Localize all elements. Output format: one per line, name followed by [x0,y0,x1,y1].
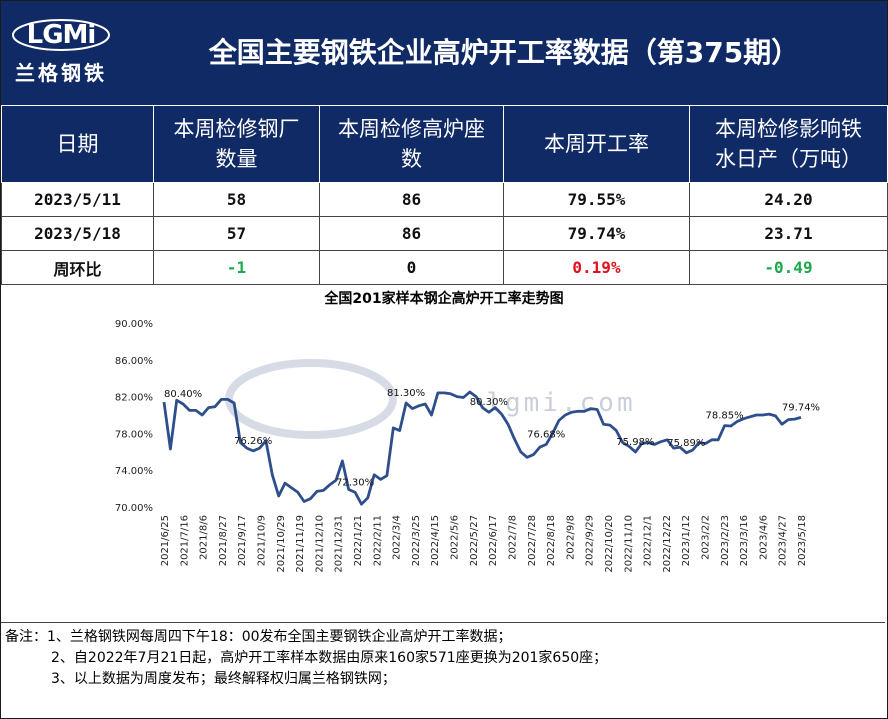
x-tick-label: 2021/10/9 [257,515,268,566]
note-line-3: 3、以上数据为周度发布；最终解释权归属兰格钢铁网； [51,671,396,687]
table-header-row: 日期 本周检修钢厂 数量 本周检修高炉座数 本周开工率 本周检修影响铁 水日产（万吨… [1,105,888,183]
data-label: 76.26% [234,436,272,447]
x-tick-label: 2021/8/27 [218,515,229,566]
table-cell: 79.74% [503,216,690,251]
x-tick-label: 2022/12/1 [643,515,654,566]
table-cell: 86 [319,182,504,217]
table-cell-change-positive: 0.19% [503,250,690,285]
x-tick-label: 2022/1/21 [353,515,364,566]
x-tick-label: 2021/9/17 [237,515,248,566]
x-tick-label: 2022/12/22 [662,515,673,573]
lgmi-logo: LGMi 兰格钢铁 [11,15,111,95]
x-tick-label: 2022/7/28 [527,515,538,566]
table-cell-change-negative: -0.49 [689,250,888,285]
x-tick-label: 2022/9/29 [585,515,596,566]
notes-section: 备注：1、兰格钢铁网每周四下午18：00发布全国主要钢铁企业高炉开工率数据； 2… [1,622,885,719]
x-tick-label: 2022/9/8 [565,515,576,560]
data-label: 78.85% [705,411,743,422]
x-tick-label: 2022/3/25 [411,515,422,566]
x-tick-label: 2021/12/31 [334,515,345,573]
x-tick-label: 2022/2/11 [372,515,383,566]
table-row: 2023/5/18 57 86 79.74% 23.71 [1,216,888,251]
logo-text: LGMi [26,20,97,50]
x-tick-label: 2022/5/27 [469,515,480,566]
x-tick-label: 2023/2/2 [700,515,711,560]
logo-chinese-text: 兰格钢铁 [15,61,107,85]
y-tick-label: 78.00% [115,429,153,440]
x-tick-label: 2023/1/12 [681,515,692,566]
x-tick-label: 2022/6/17 [488,515,499,566]
table-cell: 23.71 [689,216,888,251]
watermark-text: lgmi.com [486,388,635,418]
y-tick-label: 74.00% [115,466,153,477]
data-label: 80.40% [164,389,202,400]
x-tick-label: 2022/8/18 [546,515,557,566]
data-label: 72.30% [336,477,374,488]
column-header-mill-count: 本周检修钢厂 数量 [153,105,320,183]
table-cell: 57 [153,216,320,251]
x-tick-label: 2021/11/19 [295,515,306,573]
y-tick-label: 90.00% [115,319,153,330]
x-tick-label: 2021/10/29 [276,515,287,573]
utilization-line-chart: 全国201家样本钢企高炉开工率走势图 lgmi.com 90.00% 86.00% 82… [115,290,820,573]
table-cell-change-negative: -1 [153,250,320,285]
x-tick-label: 2021/7/16 [179,515,190,566]
y-tick-label: 70.00% [115,503,153,514]
logo-mark [12,19,110,51]
x-tick-label: 2022/4/15 [430,515,441,566]
series-line [162,390,802,506]
table-cell: 58 [153,182,320,217]
x-tick-label: 2022/3/4 [392,515,403,560]
column-header-date: 日期 [1,105,154,183]
chart-title: 全国201家样本钢企高炉开工率走势图 [323,290,563,307]
data-label: 75.89% [667,438,705,449]
x-tick-label: 2023/5/18 [797,515,808,566]
column-header-furnace-count: 本周检修高炉座数 [319,105,504,183]
y-tick-label: 86.00% [115,356,153,367]
x-tick-label: 2021/6/25 [160,515,171,566]
table-cell: 0 [319,250,504,285]
data-label: 76.68% [527,429,565,440]
watermark-logo [225,359,397,439]
table-row-week-change: 周环比 -1 0 0.19% -0.49 [1,250,888,285]
data-label: 81.30% [387,388,425,399]
data-table: 日期 本周检修钢厂 数量 本周检修高炉座数 本周开工率 本周检修影响铁 水日产（万吨… [1,105,888,285]
note-line-2: 2、自2022年7月21日起，高炉开工率样本数据由原来160家571座更换为20… [51,650,608,666]
table-cell: 24.20 [689,182,888,217]
x-tick-label: 2022/5/6 [450,515,461,560]
note-line-1: 备注：1、兰格钢铁网每周四下午18：00发布全国主要钢铁企业高炉开工率数据； [5,629,512,645]
x-tick-label: 2021/12/10 [314,515,325,573]
data-label: 80.30% [470,397,508,408]
x-tick-label: 2022/7/8 [507,515,518,560]
table-row: 2023/5/11 58 86 79.55% 24.20 [1,182,888,217]
data-label: 75.98% [616,437,654,448]
x-tick-label: 2023/4/27 [778,515,789,566]
data-label: 79.74% [782,402,820,413]
x-tick-label: 2023/4/6 [758,515,769,560]
table-cell: 86 [319,216,504,251]
table-cell: 2023/5/18 [1,216,154,251]
x-tick-label: 2022/11/10 [623,515,634,573]
table-cell: 79.55% [503,182,690,217]
x-tick-label: 2023/2/23 [720,515,731,566]
column-header-utilization-rate: 本周开工率 [503,105,690,183]
page-title: 全国主要钢铁企业高炉开工率数据（第375期） [208,36,800,69]
y-tick-label: 82.00% [115,393,153,404]
chart-area: 全国201家样本钢企高炉开工率走势图 lgmi.com 90.00% 86.00% 82… [1,281,887,621]
table-cell: 周环比 [1,250,154,285]
x-tick-label: 2022/10/20 [604,515,615,573]
x-tick-label: 2021/8/6 [199,515,210,560]
header-banner: LGMi 兰格钢铁 全国主要钢铁企业高炉开工率数据（第375期） [1,1,887,105]
x-tick-label: 2023/3/16 [739,515,750,566]
table-cell: 2023/5/11 [1,182,154,217]
column-header-iron-output-impact: 本周检修影响铁 水日产（万吨） [689,105,888,183]
